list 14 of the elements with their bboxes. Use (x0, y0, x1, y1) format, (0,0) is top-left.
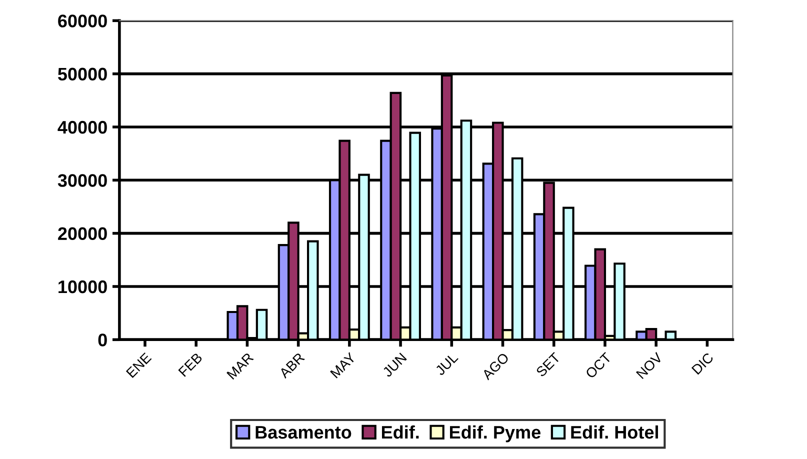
legend-label: Edif. Pyme (450, 425, 540, 442)
y-tick-label: 60000 (58, 14, 107, 28)
legend-label: Basamento (256, 426, 352, 439)
y-tick-label: 10000 (58, 280, 107, 294)
legend-label: Edif. Hotel (571, 425, 658, 439)
legend-label: Edif. (382, 425, 419, 439)
y-tick-label: 40000 (58, 120, 107, 134)
x-tick-label: DIC (691, 352, 714, 375)
y-tick-label: 30000 (58, 174, 107, 187)
y-tick-label: 0 (98, 334, 107, 346)
y-tick-label: 20000 (58, 227, 107, 240)
x-tick-label: FEB (178, 352, 203, 377)
x-tick-label: JUL (434, 352, 459, 376)
y-tick-label: 50000 (58, 68, 107, 81)
